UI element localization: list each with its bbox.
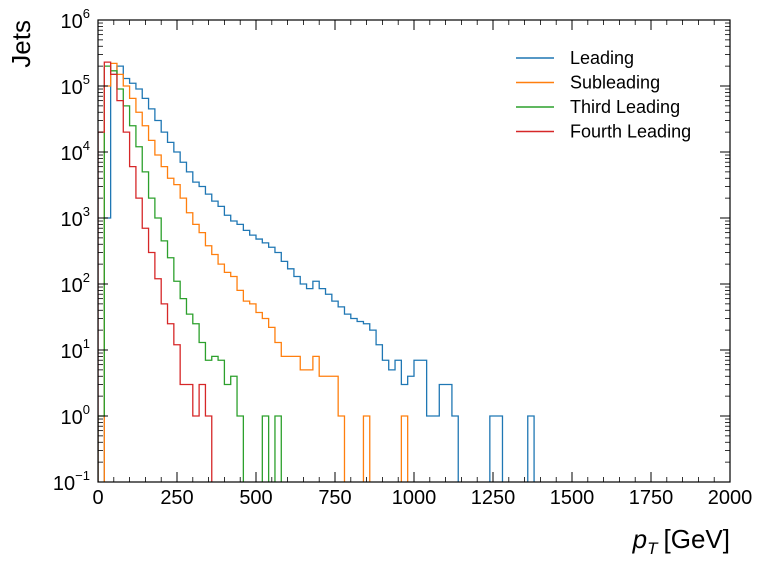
y-tick-label: 102 (61, 270, 90, 297)
x-tick-labels: 0 250 500 750 1000 1250 1500 1750 2000 (92, 487, 752, 509)
histogram-series-fourth-leading (98, 61, 213, 482)
y-tick-label: 100 (61, 402, 90, 429)
legend-label-third-leading: Third Leading (570, 97, 680, 117)
y-tick-label: 10−1 (53, 468, 90, 495)
plot-frame (97, 19, 731, 483)
minor-ticks (98, 20, 730, 482)
histogram-series-leading (103, 65, 535, 482)
x-tick-label: 1250 (471, 487, 516, 509)
y-tick-label: 106 (61, 6, 90, 33)
x-tick-label: 250 (160, 487, 193, 509)
y-tick-labels: 10−1 100 101 102 103 104 105 106 (53, 6, 90, 495)
histogram-series-subleading (103, 62, 409, 482)
legend-label-leading: Leading (570, 48, 634, 68)
x-tick-label: 0 (92, 487, 103, 509)
x-tick-label: 2000 (708, 487, 753, 509)
x-tick-label: 1750 (629, 487, 674, 509)
histogram-series-third-leading (98, 65, 282, 482)
y-tick-label: 101 (61, 336, 90, 363)
y-axis-title: Jets (6, 20, 36, 68)
legend: Leading Subleading Third Leading Fourth Lea… (516, 48, 691, 142)
legend-label-subleading: Subleading (570, 73, 660, 93)
x-tick-label: 750 (318, 487, 351, 509)
x-tick-label: 1000 (392, 487, 437, 509)
x-axis-title: pT [GeV] (632, 524, 730, 558)
x-tick-label: 1500 (550, 487, 595, 509)
y-tick-label: 103 (61, 204, 90, 231)
legend-label-fourth-leading: Fourth Leading (570, 122, 691, 142)
y-tick-label: 104 (61, 138, 90, 165)
x-tick-label: 500 (239, 487, 272, 509)
y-tick-label: 105 (61, 72, 90, 99)
histogram-series-layer (98, 61, 535, 482)
